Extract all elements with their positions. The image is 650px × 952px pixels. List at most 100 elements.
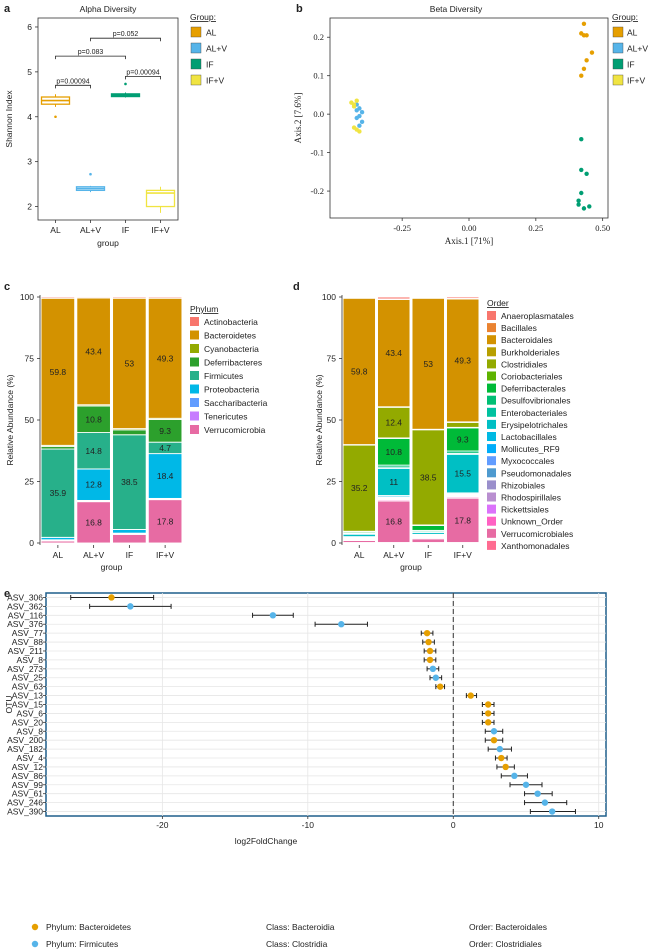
bar-value-label: 16.8: [85, 517, 102, 527]
bar-segment: [112, 429, 147, 436]
fold-change-point: [338, 621, 345, 628]
bar-segment: [112, 434, 147, 530]
legend-label: Actinobacteria: [204, 317, 258, 327]
otu-label: ASV_15: [12, 700, 43, 710]
legend-swatch: [487, 456, 496, 466]
legend-label: AL: [206, 28, 217, 38]
legend-swatch: [487, 335, 496, 345]
plot-frame: [37, 17, 179, 221]
legend-swatch: [487, 371, 496, 381]
fold-change-point: [484, 719, 492, 726]
bar-segment: [411, 429, 445, 526]
legend-marker: [31, 923, 39, 931]
fold-change-point: [498, 754, 505, 762]
x-tick-label: 0.25: [528, 223, 543, 233]
panel-label: a: [4, 3, 11, 15]
legend-swatch: [487, 359, 496, 369]
bar-value-label: 43.4: [85, 346, 102, 356]
legend-label: Bacteroidetes: [204, 331, 256, 341]
panel-e: eASV_306ASV_362ASV_116ASV_376ASV_77ASV_8…: [4, 588, 607, 949]
scatter-point: [357, 129, 362, 134]
bar-segment: [76, 432, 111, 470]
scatter-point: [589, 50, 595, 55]
y-tick-label: 0: [29, 538, 34, 548]
bar-segment: [40, 297, 76, 446]
y-tick-label: 6: [27, 22, 32, 32]
legend-swatch: [487, 516, 496, 526]
box-body: [145, 189, 176, 208]
otu-label: ASV_211: [8, 646, 44, 656]
fold-change-point: [426, 656, 434, 664]
x-tick-label: IF+V: [156, 550, 175, 560]
bar-value-label: 53: [125, 358, 135, 368]
bar-segment: [377, 299, 411, 408]
x-tick-label: IF: [126, 550, 134, 560]
legend-label: Erysipelotrichales: [501, 420, 568, 430]
fold-change-point: [534, 790, 541, 797]
y-tick-label: 75: [25, 354, 35, 364]
legend-order: Order: Clostridiales: [469, 939, 542, 949]
legend-label: Anaeroplasmatales: [501, 311, 574, 321]
legend-label: Pseudomonadales: [501, 468, 571, 478]
significance-bracket: [55, 55, 126, 60]
legend-swatch: [612, 74, 624, 86]
legend-label: Xanthomonadales: [501, 541, 570, 551]
scatter-point: [359, 110, 365, 115]
otu-label: ASV_8: [17, 726, 44, 736]
bar-value-label: 35.9: [50, 488, 67, 498]
otu-label: ASV_116: [8, 610, 44, 620]
legend-swatch: [487, 480, 496, 490]
legend-label: Rhizobiales: [501, 480, 545, 490]
otu-label: ASV_376: [7, 619, 43, 629]
panel-a: a Alpha Diversity 2 3 4 5 6 AL AL+V IF IF+V group Sh…: [4, 3, 227, 248]
scatter-point: [587, 204, 592, 209]
bar-segment: [76, 297, 111, 406]
legend-label: Unknown_Order: [501, 517, 563, 527]
bar-segment: [40, 296, 76, 299]
legend-order: Order: Bacteroidales: [469, 922, 547, 932]
legend-title: Group:: [190, 12, 216, 22]
y-tick-label: 0: [331, 538, 336, 548]
bar-value-label: 12.4: [385, 418, 402, 428]
legend-swatch: [190, 384, 199, 394]
significance-bracket: [125, 75, 161, 80]
scatter-point: [351, 104, 357, 109]
bar-value-label: 53: [424, 359, 434, 369]
legend-label: Verrucomicrobiales: [501, 529, 573, 539]
x-tick-label: AL+V: [83, 550, 104, 560]
legend-swatch: [190, 74, 202, 86]
legend-label: Enterobacteriales: [501, 408, 567, 418]
bar-segment: [446, 453, 480, 494]
x-tick-label: IF: [424, 550, 432, 560]
legend-label: Deferribacteres: [204, 358, 262, 368]
legend-class: Class: Clostridia: [266, 939, 328, 949]
bar-segment: [446, 497, 480, 543]
bar-segment: [411, 296, 445, 299]
x-axis-title: Axis.1 [71%]: [445, 236, 494, 246]
legend-swatch: [487, 419, 496, 429]
bar-segment: [411, 297, 445, 430]
legend-label: Clostridiales: [501, 359, 547, 369]
otu-label: ASV_200: [7, 735, 43, 745]
bar-value-label: 49.3: [157, 353, 174, 363]
otu-label: ASV_25: [12, 673, 43, 683]
legend-swatch: [612, 26, 624, 38]
x-tick-label: AL+V: [80, 225, 101, 235]
y-axis-title: Axis.2 [7.6%]: [293, 93, 303, 144]
y-tick-label: 50: [327, 415, 337, 425]
significance-label: p=0.083: [78, 49, 104, 56]
legend-swatch: [190, 330, 199, 340]
bar-value-label: 9.3: [159, 426, 171, 436]
otu-label: ASV_390: [7, 807, 43, 817]
scatter-point: [581, 21, 587, 26]
scatter-point: [579, 73, 584, 78]
legend-swatch: [190, 371, 199, 380]
fold-change-point: [436, 683, 444, 690]
significance-label: p=0.00094: [56, 78, 89, 85]
bar-segment: [112, 296, 147, 299]
legend-label: AL+V: [206, 44, 227, 54]
x-axis-title: group: [400, 562, 422, 572]
significance-bracket: [90, 37, 161, 42]
legend-phylum: Phylum: Firmicutes: [46, 939, 118, 949]
fold-change-point: [467, 692, 474, 699]
